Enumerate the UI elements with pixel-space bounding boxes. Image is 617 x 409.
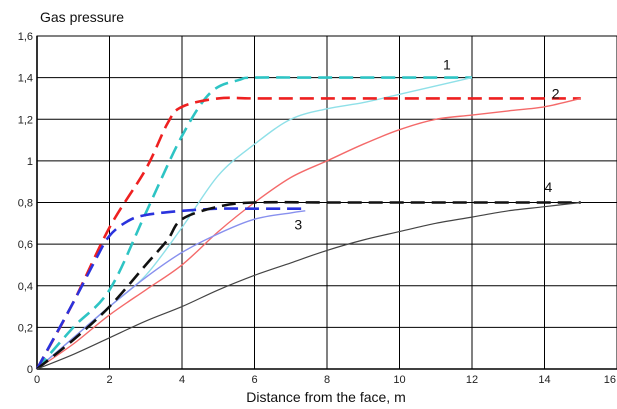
y-tick-label: 1,6 — [18, 31, 33, 43]
y-tick-label: 1 — [27, 156, 33, 168]
curve-label-1: 1 — [443, 56, 451, 72]
x-tick-label: 12 — [466, 374, 478, 386]
y-tick-label: 1,2 — [18, 114, 33, 126]
series-line-5 — [35, 207, 306, 370]
x-tick-label: 6 — [251, 374, 257, 386]
x-axis-title: Distance from the face, m — [246, 389, 406, 405]
series-line-8 — [36, 201, 581, 370]
series-line-7 — [36, 200, 581, 371]
y-axis-title: Gas pressure — [40, 9, 124, 25]
x-tick-label: 0 — [34, 374, 40, 386]
x-tick-label: 8 — [324, 374, 330, 386]
x-tick-label: 10 — [393, 374, 405, 386]
y-tick-label: 0,6 — [18, 239, 33, 251]
y-tick-label: 0,2 — [18, 322, 33, 334]
y-tick-label: 1,4 — [18, 73, 33, 85]
x-tick-label: 4 — [179, 374, 185, 386]
x-tick-label: 16 — [604, 374, 616, 386]
y-tick-label: 0 — [27, 364, 33, 376]
y-tick-label: 0,4 — [18, 281, 33, 293]
curve-label-3: 3 — [294, 217, 302, 233]
curve-label-4: 4 — [545, 179, 553, 195]
y-tick-label: 0,8 — [18, 198, 33, 210]
curve-labels: 1 2 3 4 — [294, 56, 559, 232]
curve-label-2: 2 — [552, 85, 560, 101]
x-tick-label: 2 — [106, 374, 112, 386]
x-tick-label: 14 — [538, 374, 550, 386]
series-line-3 — [35, 96, 581, 370]
series-line-1 — [36, 76, 472, 370]
series-line-6 — [36, 210, 306, 370]
series-line-4 — [36, 97, 581, 370]
chart-series — [35, 76, 581, 371]
